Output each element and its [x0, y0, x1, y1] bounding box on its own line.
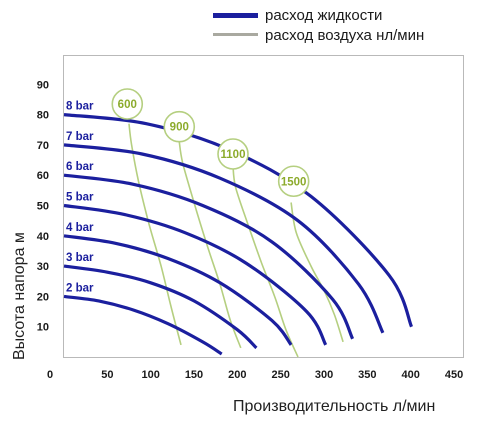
x-axis-label: Производительность л/мин: [233, 398, 435, 415]
legend-swatch-air: [213, 33, 258, 36]
air-bubble-label: 1100: [221, 149, 246, 161]
legend-swatch-liquid: [213, 13, 258, 18]
pressure-labels: 2 bar 3 bar 4 bar 5 bar 6 bar 7 bar 8 bar: [66, 101, 94, 295]
x-tick-label: 200: [228, 369, 246, 381]
air-bubble-circle: [217, 138, 249, 170]
air-bubble-label: 600: [118, 99, 137, 111]
x-tick-label: 50: [101, 369, 113, 381]
pressure-label: 7 bar: [66, 131, 94, 143]
air-bubble-circle: [111, 88, 144, 120]
x-tick-label: 350: [358, 369, 376, 381]
air-bubble-circle: [277, 165, 310, 198]
y-tick-label: 40: [37, 231, 49, 243]
y-tick-label: 80: [37, 110, 49, 122]
pressure-label: 3 bar: [66, 252, 94, 264]
air-bubble-label: 1500: [281, 176, 307, 188]
pressure-line-8-bar: [63, 113, 413, 328]
legend: расход жидкости расход воздуха нл/мин: [213, 7, 424, 44]
y-tick-label: 50: [37, 201, 49, 213]
pressure-line-5-bar: [63, 203, 328, 346]
x-tick-label: 300: [315, 369, 333, 381]
y-tick-label: 70: [37, 140, 49, 152]
x-tick-label: 0: [47, 369, 53, 381]
pressure-line-4-bar: [63, 234, 293, 346]
legend-label-air: расход воздуха нл/мин: [265, 27, 424, 44]
y-tick-label: 20: [37, 291, 49, 303]
pressure-label: 4 bar: [66, 222, 94, 234]
pressure-lines: [63, 113, 413, 356]
air-bubble-1500: 1500: [277, 165, 310, 198]
x-tick-label: 450: [445, 369, 463, 381]
air-bubble-1100: 1100: [217, 138, 249, 170]
pressure-line-6-bar: [63, 173, 355, 340]
pressure-label: 2 bar: [66, 282, 94, 294]
x-tick-label: 250: [271, 369, 289, 381]
pressure-line-2-bar: [63, 294, 223, 356]
pressure-label: 8 bar: [66, 101, 94, 113]
y-axis-ticks: 10 20 30 40 50 60 70 80 90: [37, 79, 49, 333]
y-tick-label: 30: [37, 261, 49, 273]
air-bubble-label: 900: [170, 122, 189, 134]
x-axis-ticks: 0 50 100 150 200 250 300 350 400 450: [47, 369, 463, 381]
y-tick-label: 10: [37, 322, 49, 334]
air-line-1100: [232, 166, 299, 358]
y-tick-label: 60: [37, 170, 49, 182]
y-axis-label: Высота напора м: [11, 232, 28, 360]
air-bubble-900: 900: [163, 110, 196, 143]
air-flow-bubbles: 600 900 1100 1500: [111, 88, 310, 198]
pressure-line-3-bar: [63, 264, 258, 350]
pressure-label: 5 bar: [66, 192, 94, 204]
air-bubble-600: 600: [111, 88, 144, 120]
legend-label-liquid: расход жидкости: [265, 7, 382, 24]
x-tick-label: 100: [141, 369, 159, 381]
y-tick-label: 90: [37, 79, 49, 91]
x-tick-label: 400: [402, 369, 420, 381]
pressure-label: 6 bar: [66, 161, 94, 173]
pressure-line-7-bar: [63, 143, 385, 334]
air-line-1500: [290, 202, 344, 343]
x-tick-label: 150: [185, 369, 203, 381]
air-line-600: [128, 123, 182, 346]
air-bubble-circle: [163, 110, 196, 143]
